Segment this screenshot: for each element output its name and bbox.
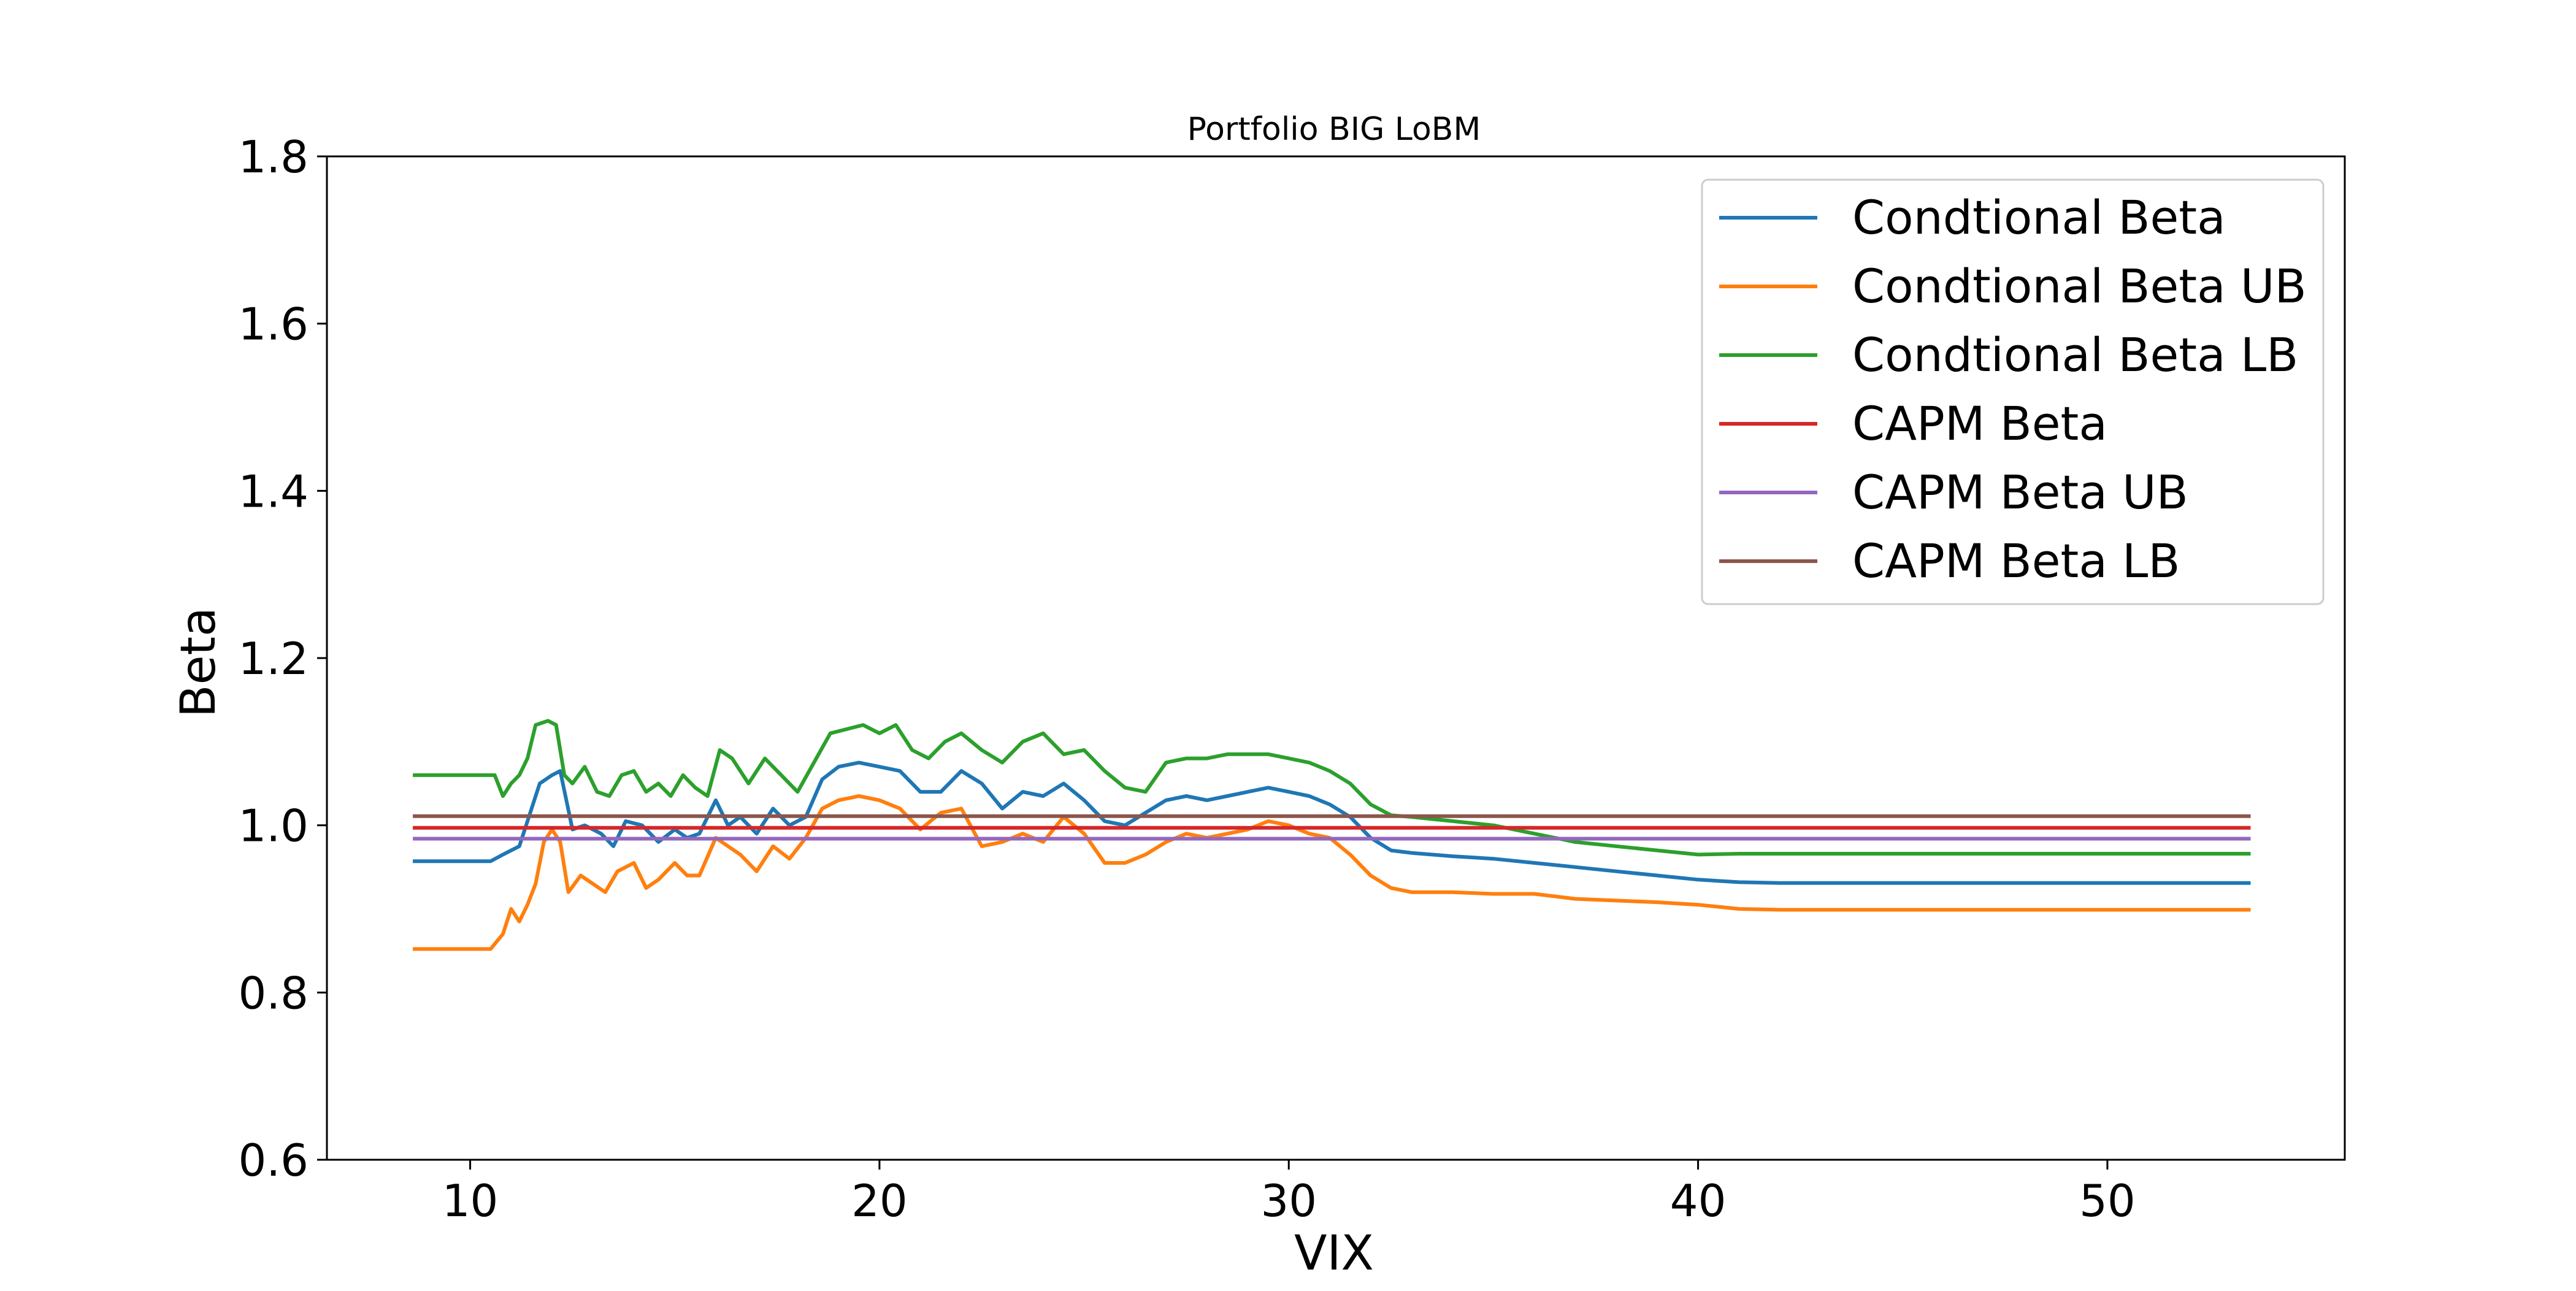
legend-label-0: Condtional Beta — [1852, 190, 2226, 245]
y-tick-label: 1.8 — [238, 131, 309, 183]
legend-box — [1701, 178, 2325, 605]
chart-title: Portfolio BIG LoBM — [1187, 111, 1481, 148]
x-tick-label: 30 — [1260, 1175, 1317, 1227]
y-tick-label: 1.0 — [238, 800, 309, 852]
y-tick-label: 1.6 — [238, 299, 309, 350]
legend-label-5: CAPM Beta LB — [1852, 534, 2180, 588]
x-tick-label: 50 — [2079, 1175, 2136, 1227]
y-tick-label: 1.2 — [238, 633, 309, 684]
y-tick-label: 0.8 — [238, 967, 309, 1019]
y-axis: 0.6 0.8 1.0 1.2 1.4 1.6 1.8 — [238, 131, 327, 1186]
plot-area — [413, 719, 2251, 951]
legend-label-4: CAPM Beta UB — [1852, 465, 2188, 519]
y-tick-label: 1.4 — [238, 465, 309, 517]
y-axis-label: Beta — [171, 607, 226, 718]
legend-label-3: CAPM Beta — [1852, 396, 2107, 451]
series-line-0 — [413, 760, 2251, 885]
x-tick-label: 20 — [851, 1175, 908, 1227]
legend: Condtional Beta Condtional Beta UB Condtio… — [1701, 178, 2325, 605]
x-axis-label: VIX — [1294, 1226, 1374, 1281]
x-tick-label: 40 — [1670, 1175, 1727, 1227]
x-tick-label: 10 — [442, 1175, 499, 1227]
legend-label-1: Condtional Beta UB — [1852, 259, 2307, 313]
y-tick-label: 0.6 — [238, 1135, 309, 1186]
legend-label-2: Condtional Beta LB — [1852, 328, 2298, 382]
series-line-1 — [413, 794, 2251, 951]
x-axis: 10 20 30 40 50 — [442, 1160, 2136, 1227]
